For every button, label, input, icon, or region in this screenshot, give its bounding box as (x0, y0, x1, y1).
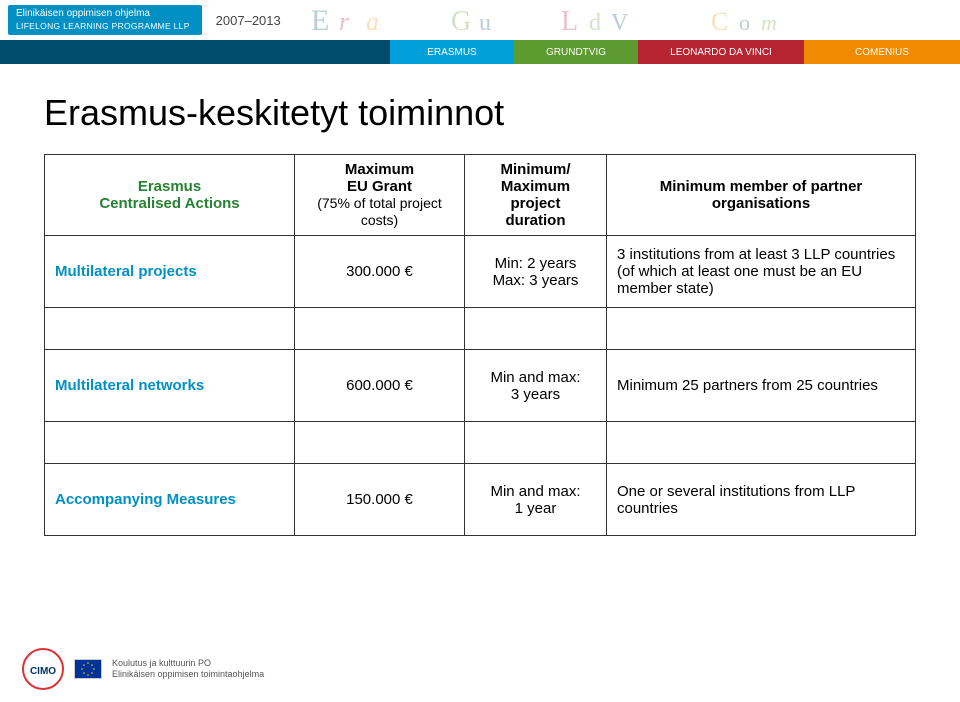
svg-text:m: m (761, 10, 777, 35)
footer-t2: Elinikäisen oppimisen toimintaohjelma (112, 669, 264, 679)
svg-text:u: u (479, 10, 491, 36)
segment-grundtvig: GRUNDTVIG (514, 40, 638, 64)
cell-partners: One or several institutions from LLP cou… (607, 464, 916, 536)
svg-text:E: E (311, 4, 329, 37)
top-bar: Elinikäisen oppimisen ohjelma LIFELONG L… (0, 0, 960, 64)
th-actions: Erasmus Centralised Actions (45, 155, 295, 236)
cell-name: Accompanying Measures (45, 464, 295, 536)
footer-t1: Koulutus ja kulttuurin PO (112, 658, 211, 668)
th-grant-l3: (75% of total project costs) (317, 195, 442, 228)
cell-name: Multilateral projects (45, 236, 295, 308)
th-grant-l1: Maximum (345, 161, 414, 178)
brand-line-1: Elinikäisen oppimisen ohjelma (16, 8, 190, 20)
svg-text:r: r (339, 7, 350, 36)
brand-line-2: LIFELONG LEARNING PROGRAMME LLP (16, 20, 190, 32)
segment-leonardo: LEONARDO DA VINCI (638, 40, 804, 64)
dur-l2: Max: 3 years (493, 272, 579, 289)
svg-text:V: V (611, 10, 629, 36)
cell-duration: Min and max: 3 years (465, 350, 607, 422)
top-bar-upper: Elinikäisen oppimisen ohjelma LIFELONG L… (0, 0, 960, 40)
footer-text: Koulutus ja kulttuurin PO Elinikäisen op… (112, 658, 264, 680)
eu-flag-icon (74, 659, 102, 679)
svg-text:a: a (366, 7, 379, 36)
th-grant-l2: EU Grant (347, 178, 412, 195)
cell-duration: Min and max: 1 year (465, 464, 607, 536)
dur-l1: Min and max: (490, 369, 580, 386)
page-title: Erasmus-keskitetyt toiminnot (44, 92, 916, 134)
svg-text:CIMO: CIMO (30, 666, 56, 677)
actions-table: Erasmus Centralised Actions Maximum EU G… (44, 154, 916, 536)
spacer-row (45, 422, 916, 464)
svg-text:d: d (589, 10, 601, 36)
svg-text:G: G (451, 6, 471, 37)
table-row: Accompanying Measures 150.000 € Min and … (45, 464, 916, 536)
cell-partners: Minimum 25 partners from 25 countries (607, 350, 916, 422)
cell-name: Multilateral networks (45, 350, 295, 422)
th-duration: Minimum/ Maximum project duration (465, 155, 607, 236)
th-part-l1: Minimum member of partner (660, 178, 863, 195)
svg-text:o: o (739, 10, 750, 35)
cell-grant: 300.000 € (295, 236, 465, 308)
dur-l2: 1 year (515, 500, 557, 517)
dur-l1: Min and max: (490, 483, 580, 500)
logo-art: E r a G u L d V C o m (311, 0, 952, 40)
th-dur-l3: project (510, 195, 560, 212)
top-bar-tabs: ERASMUS GRUNDTVIG LEONARDO DA VINCI COME… (0, 40, 960, 64)
th-dur-l4: duration (506, 212, 566, 229)
cell-grant: 600.000 € (295, 350, 465, 422)
svg-text:L: L (561, 6, 578, 37)
spacer-row (45, 308, 916, 350)
th-actions-l1: Erasmus (138, 178, 201, 195)
th-partners: Minimum member of partner organisations (607, 155, 916, 236)
dur-l1: Min: 2 years (495, 255, 577, 272)
th-grant: Maximum EU Grant (75% of total project c… (295, 155, 465, 236)
th-part-l2: organisations (712, 195, 810, 212)
segment-erasmus: ERASMUS (390, 40, 514, 64)
segment-comenius: COMENIUS (804, 40, 960, 64)
cell-partners: 3 institutions from at least 3 LLP count… (607, 236, 916, 308)
cell-duration: Min: 2 years Max: 3 years (465, 236, 607, 308)
segment-empty (0, 40, 390, 64)
dur-l2: 3 years (511, 386, 560, 403)
table-row: Multilateral projects 300.000 € Min: 2 y… (45, 236, 916, 308)
cimo-logo-icon: CIMO (22, 648, 64, 690)
brand-block: Elinikäisen oppimisen ohjelma LIFELONG L… (8, 5, 202, 35)
th-dur-l2: Maximum (501, 178, 570, 195)
footer: CIMO Koulutus ja kulttuurin PO Elinikäis… (22, 648, 264, 690)
svg-text:C: C (711, 7, 728, 36)
years-label: 2007–2013 (216, 13, 281, 28)
cell-grant: 150.000 € (295, 464, 465, 536)
table-row: Multilateral networks 600.000 € Min and … (45, 350, 916, 422)
th-actions-l2: Centralised Actions (99, 195, 239, 212)
content-area: Erasmus-keskitetyt toiminnot Erasmus Cen… (0, 64, 960, 536)
th-dur-l1: Minimum/ (501, 161, 571, 178)
